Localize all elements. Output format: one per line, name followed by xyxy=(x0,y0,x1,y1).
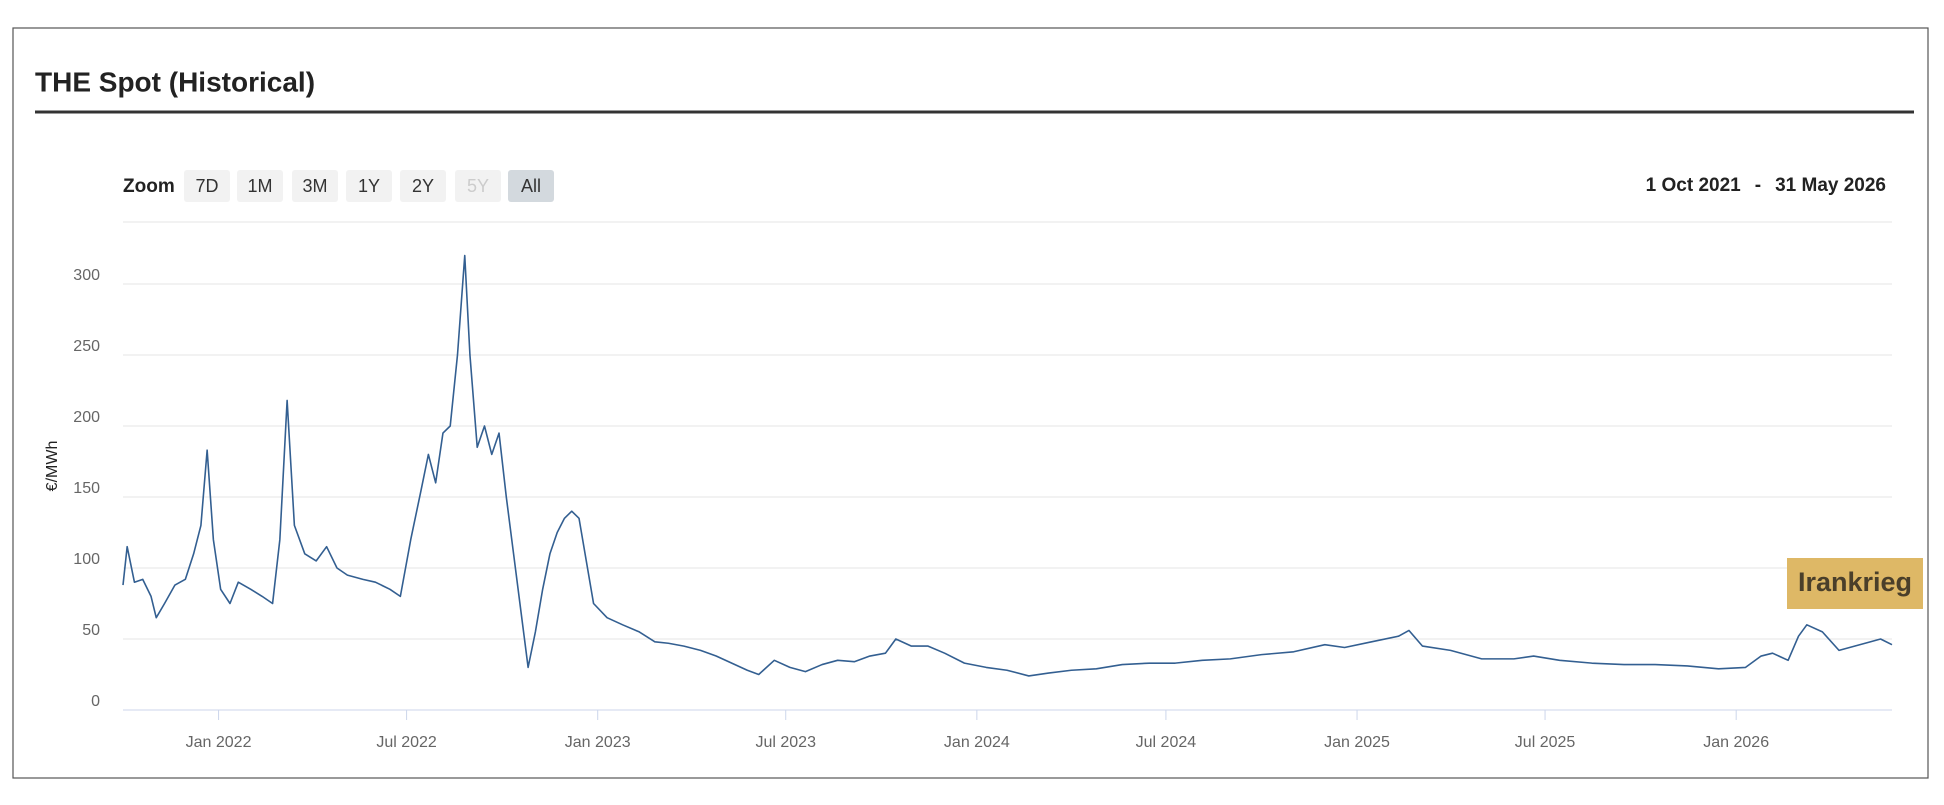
chart-title: THE Spot (Historical) xyxy=(35,66,315,97)
zoom-button-label: 5Y xyxy=(467,176,489,196)
y-tick-label: 300 xyxy=(73,267,100,284)
frame xyxy=(12,27,1929,779)
zoom-button-label[interactable]: 1M xyxy=(247,176,272,196)
zoom-button[interactable] xyxy=(237,170,283,202)
x-tick-label: Jan 2024 xyxy=(944,734,1010,751)
y-tick-label: 100 xyxy=(73,551,100,568)
x-tick-label: Jul 2025 xyxy=(1515,734,1576,751)
y-tick-label: 200 xyxy=(73,409,100,426)
annotation: Irankrieg xyxy=(1798,567,1912,597)
zoom-button-label[interactable]: 7D xyxy=(195,176,218,196)
y-axis-title: €/MWh xyxy=(44,441,61,492)
range-sep: - xyxy=(1755,175,1761,196)
x-tick-label: Jan 2022 xyxy=(186,734,252,751)
zoom-button-label[interactable]: 3M xyxy=(302,176,327,196)
x-tick-label: Jul 2024 xyxy=(1136,734,1197,751)
zoom-button[interactable] xyxy=(400,170,446,202)
price-line xyxy=(122,254,1893,677)
x-tick-label: Jan 2026 xyxy=(1703,734,1769,751)
zoom-button[interactable] xyxy=(346,170,392,202)
zoom-button-label[interactable]: 2Y xyxy=(412,176,434,196)
zoom-button[interactable] xyxy=(184,170,230,202)
x-tick-label: Jul 2023 xyxy=(755,734,816,751)
y-tick-label: 250 xyxy=(73,338,100,355)
range-from: 1 Oct 2021 xyxy=(1646,175,1741,196)
date-range: 1 Oct 2021-31 May 2026 xyxy=(1646,175,1886,196)
zoom-button-label[interactable]: All xyxy=(521,176,541,196)
y-tick-label: 150 xyxy=(73,480,100,497)
zoom-button[interactable] xyxy=(508,170,554,202)
zoom-button[interactable] xyxy=(292,170,338,202)
range-to: 31 May 2026 xyxy=(1775,175,1886,196)
y-tick-label: 0 xyxy=(91,693,100,710)
x-tick-label: Jul 2022 xyxy=(376,734,437,751)
x-tick-label: Jan 2025 xyxy=(1324,734,1390,751)
annotation-box xyxy=(1787,558,1923,609)
zoom-button xyxy=(455,170,501,202)
zoom-button-label[interactable]: 1Y xyxy=(358,176,380,196)
y-tick-label: 50 xyxy=(82,622,100,639)
x-tick-label: Jan 2023 xyxy=(565,734,631,751)
zoom-label: Zoom xyxy=(123,176,175,197)
